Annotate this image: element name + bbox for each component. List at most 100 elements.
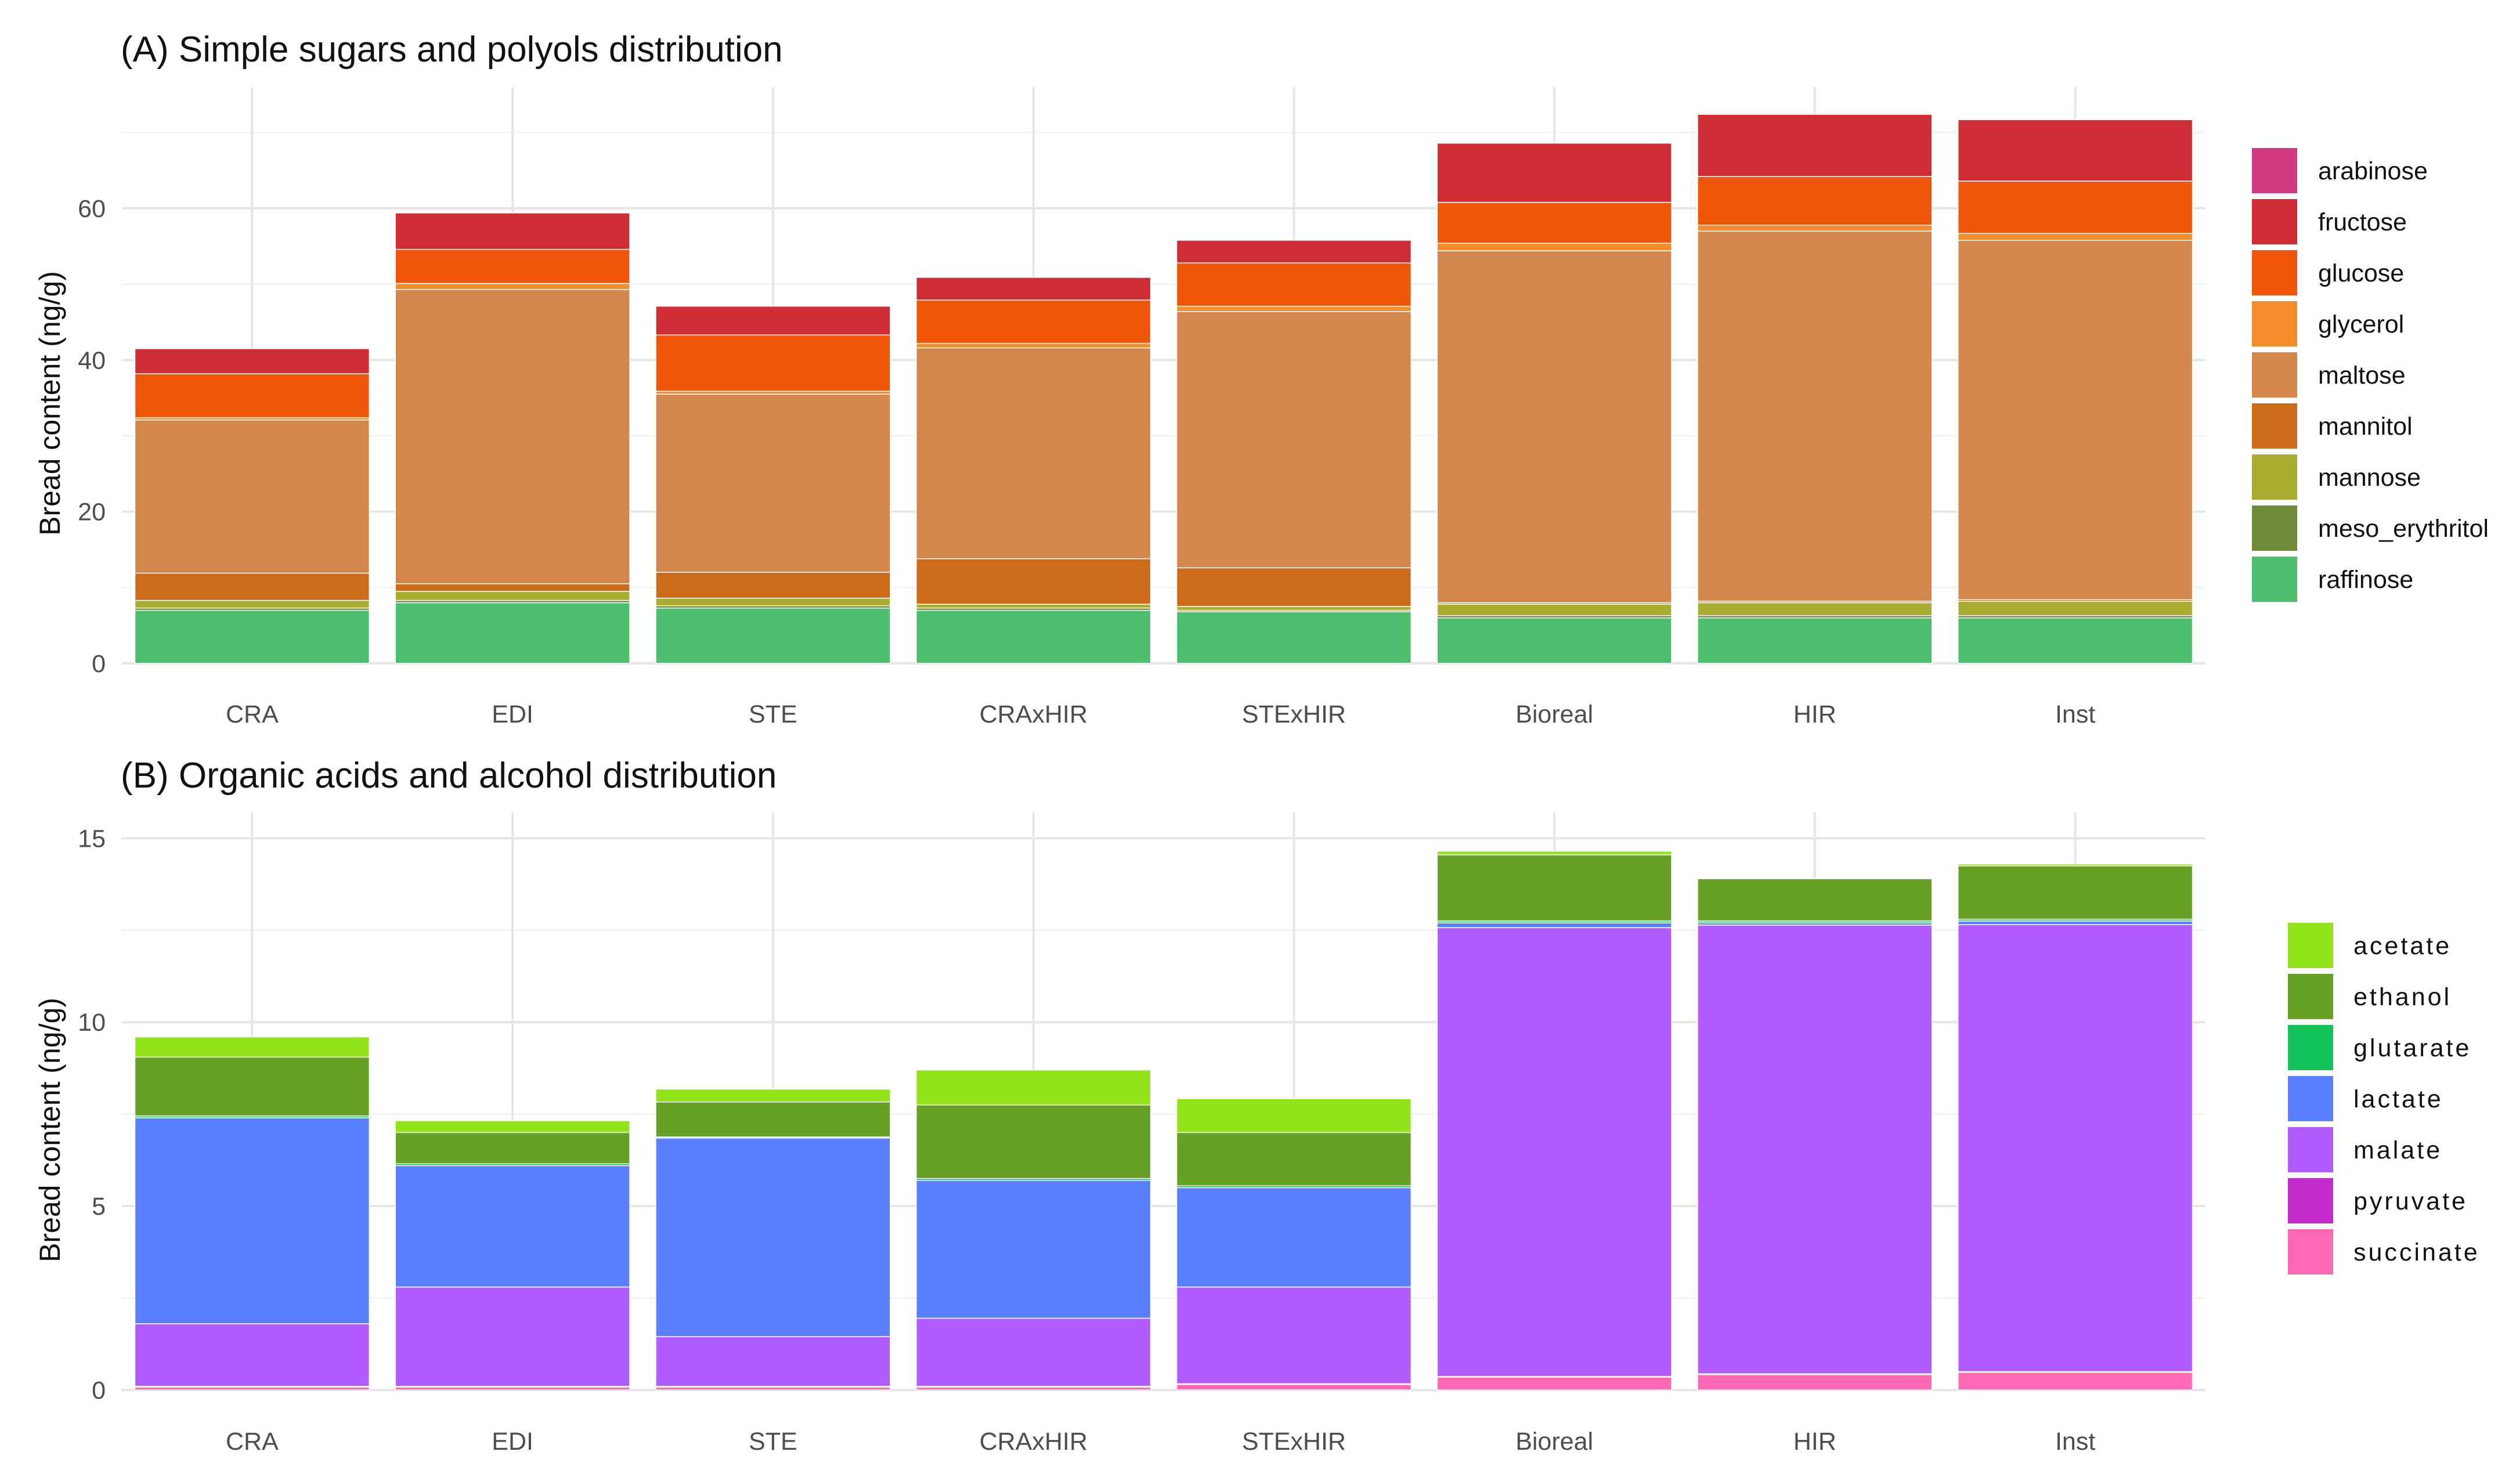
panel-a-bar-Inst-mannose bbox=[1957, 601, 2193, 616]
panel-a-legend: arabinose fructose glucose glycerol maltose m… bbox=[2252, 148, 2489, 602]
panel-a-x-tick-label: STExHIR bbox=[1242, 701, 1346, 728]
panel-a-legend-label-mannitol: mannitol bbox=[2318, 413, 2413, 440]
panel-b-legend-swatch-malate bbox=[2288, 1127, 2333, 1172]
panel-b-bar-Bioreal-malate bbox=[1436, 927, 1672, 1377]
panel-b-y-tick-label: 15 bbox=[78, 825, 106, 853]
panel-a-bar-CRAxHIR-glucose bbox=[915, 299, 1151, 344]
panel-b-bar-CRAxHIR-ethanol bbox=[915, 1104, 1151, 1179]
panel-a-bar-CRA-mannitol bbox=[134, 572, 370, 601]
panel-b-bar-Inst-ethanol bbox=[1957, 865, 2193, 920]
panel-b-legend-swatch-pyruvate bbox=[2288, 1178, 2333, 1223]
panel-b-legend-swatch-acetate bbox=[2288, 923, 2333, 968]
panel-a-bar-Bioreal-mannose bbox=[1436, 604, 1672, 616]
panel-b-bar-STExHIR-malate bbox=[1176, 1286, 1412, 1384]
panel-a-x-tick-label: CRAxHIR bbox=[979, 701, 1087, 728]
panel-b-bar-Inst-malate bbox=[1957, 924, 2193, 1373]
panel-a-legend-label-fructose: fructose bbox=[2318, 208, 2407, 236]
panel-a-bar-EDI-raffinose bbox=[395, 602, 630, 664]
panel-b-y-tick-label: 5 bbox=[92, 1193, 106, 1221]
panel-b-bar-EDI-ethanol bbox=[395, 1132, 630, 1164]
panel-a-bar-STExHIR-mannose bbox=[1176, 606, 1412, 611]
panel-a-legend-swatch-mannose bbox=[2252, 454, 2297, 500]
panel-a-legend-label-arabinose: arabinose bbox=[2318, 157, 2428, 185]
panel-b-bar-STExHIR-ethanol bbox=[1176, 1132, 1412, 1187]
panel-a-bar-STE-mannitol bbox=[655, 572, 891, 599]
panel-a-legend-label-meso_erythritol: meso_erythritol bbox=[2318, 515, 2489, 543]
panel-b-bar-STE-succinate bbox=[655, 1386, 891, 1391]
panel-b-bar-CRA-succinate bbox=[134, 1386, 370, 1391]
panel-a-x-tick-label: Bioreal bbox=[1515, 701, 1593, 728]
panel-a-legend-swatch-mannitol bbox=[2252, 403, 2297, 449]
panel-b-legend-label-ethanol: ethanol bbox=[2353, 983, 2452, 1011]
panel-a-legend-swatch-maltose bbox=[2252, 352, 2297, 398]
panel-b-bar-HIR-succinate bbox=[1697, 1374, 1933, 1391]
panel-b-x-tick-label: STE bbox=[749, 1428, 797, 1456]
panel-b-bar-EDI-succinate bbox=[395, 1386, 630, 1391]
panel-b-x-tick-label: Bioreal bbox=[1515, 1428, 1593, 1456]
panel-b-x-tick-label: STExHIR bbox=[1242, 1428, 1346, 1456]
panel-a-bar-STE-fructose bbox=[655, 305, 891, 336]
panel-b-bar-CRAxHIR-malate bbox=[915, 1317, 1151, 1387]
panel-a-bar-CRAxHIR-raffinose bbox=[915, 609, 1151, 664]
panel-b-legend-label-pyruvate: pyruvate bbox=[2353, 1187, 2468, 1215]
panel-a-bar-STExHIR-fructose bbox=[1176, 240, 1412, 263]
panel-a-legend-swatch-glycerol bbox=[2252, 301, 2297, 346]
panel-b-bar-EDI-malate bbox=[395, 1286, 630, 1387]
panel-a-bar-HIR-maltose bbox=[1697, 230, 1933, 602]
panel-b-bar-Bioreal-lactate bbox=[1436, 922, 1672, 929]
panel-a-y-tick-label: 0 bbox=[92, 650, 106, 678]
panel-b-x-tick-label: Inst bbox=[2055, 1428, 2095, 1456]
panel-b-bar-Inst-succinate bbox=[1957, 1371, 2193, 1391]
panel-a-bar-STE-raffinose bbox=[655, 607, 891, 664]
panel-b-bar-Inst-acetate bbox=[1957, 863, 2193, 866]
panel-a-legend-label-mannose: mannose bbox=[2318, 464, 2421, 492]
panel-a-legend-swatch-glucose bbox=[2252, 250, 2297, 295]
panel-a-bar-HIR-glycerol bbox=[1697, 225, 1933, 232]
panel-a-bar-Bioreal-fructose bbox=[1436, 142, 1672, 203]
panel-a-bar-EDI-glycerol bbox=[395, 283, 630, 290]
panel-a-bar-CRAxHIR-maltose bbox=[915, 347, 1151, 559]
panel-a-bar-CRA-raffinose bbox=[134, 609, 370, 664]
panel-a-bar-EDI-maltose bbox=[395, 289, 630, 584]
panel-b: (B) Organic acids and alcohol distributi… bbox=[34, 756, 2478, 1456]
panel-b-y-tick-label: 0 bbox=[92, 1377, 106, 1404]
panel-b-bar-CRAxHIR-succinate bbox=[915, 1386, 1151, 1391]
panel-a: (A) Simple sugars and polyols distributi… bbox=[34, 30, 2489, 728]
panel-b-bar-HIR-ethanol bbox=[1697, 878, 1933, 922]
panel-a-bar-Inst-fructose bbox=[1957, 119, 2193, 182]
panel-b-bar-STE-malate bbox=[655, 1336, 891, 1387]
panel-a-bar-CRA-mannose bbox=[134, 600, 370, 609]
panel-b-bar-STE-ethanol bbox=[655, 1102, 891, 1138]
panel-b-legend-swatch-lactate bbox=[2288, 1076, 2333, 1121]
panel-a-bar-Inst-raffinose bbox=[1957, 617, 2193, 664]
panel-a-bar-STExHIR-glucose bbox=[1176, 262, 1412, 307]
panel-b-bar-HIR-malate bbox=[1697, 925, 1933, 1374]
panel-a-legend-swatch-arabinose bbox=[2252, 148, 2297, 193]
panel-b-bar-Inst-lactate bbox=[1957, 920, 2193, 926]
panel-a-x-tick-label: HIR bbox=[1793, 701, 1836, 728]
panel-a-legend-swatch-fructose bbox=[2252, 199, 2297, 244]
panel-a-bar-Bioreal-raffinose bbox=[1436, 617, 1672, 664]
panel-b-bar-CRA-malate bbox=[134, 1323, 370, 1387]
panel-b-x-tick-label: CRAxHIR bbox=[979, 1428, 1087, 1456]
panel-a-bar-CRA-maltose bbox=[134, 419, 370, 574]
panel-b-bar-STExHIR-lactate bbox=[1176, 1187, 1412, 1288]
panel-a-bar-CRA-fructose bbox=[134, 348, 370, 374]
panel-a-x-ticks: CRA EDI STE CRAxHIR STExHIR Bioreal HIR Inst bbox=[226, 701, 2095, 728]
panel-b-bar-STExHIR-succinate bbox=[1176, 1384, 1412, 1391]
panel-a-bar-HIR-raffinose bbox=[1697, 617, 1933, 664]
panel-b-legend-label-malate: malate bbox=[2353, 1136, 2442, 1164]
panel-a-bar-HIR-mannose bbox=[1697, 602, 1933, 616]
panel-a-y-tick-label: 40 bbox=[78, 346, 106, 374]
panel-a-bar-STE-mannose bbox=[655, 597, 891, 606]
panel-a-x-tick-label: STE bbox=[749, 701, 797, 728]
panel-a-bar-HIR-fructose bbox=[1697, 114, 1933, 177]
panel-b-legend-swatch-ethanol bbox=[2288, 974, 2333, 1019]
panel-b-legend-swatch-glutarate bbox=[2288, 1025, 2333, 1070]
panel-a-bar-STE-maltose bbox=[655, 393, 891, 573]
panel-b-x-ticks: CRA EDI STE CRAxHIR STExHIR Bioreal HIR Inst bbox=[226, 1428, 2095, 1456]
panel-a-bar-STExHIR-mannitol bbox=[1176, 567, 1412, 607]
panel-b-bar-STE-acetate bbox=[655, 1088, 891, 1103]
panel-b-bar-CRAxHIR-acetate bbox=[915, 1069, 1151, 1106]
